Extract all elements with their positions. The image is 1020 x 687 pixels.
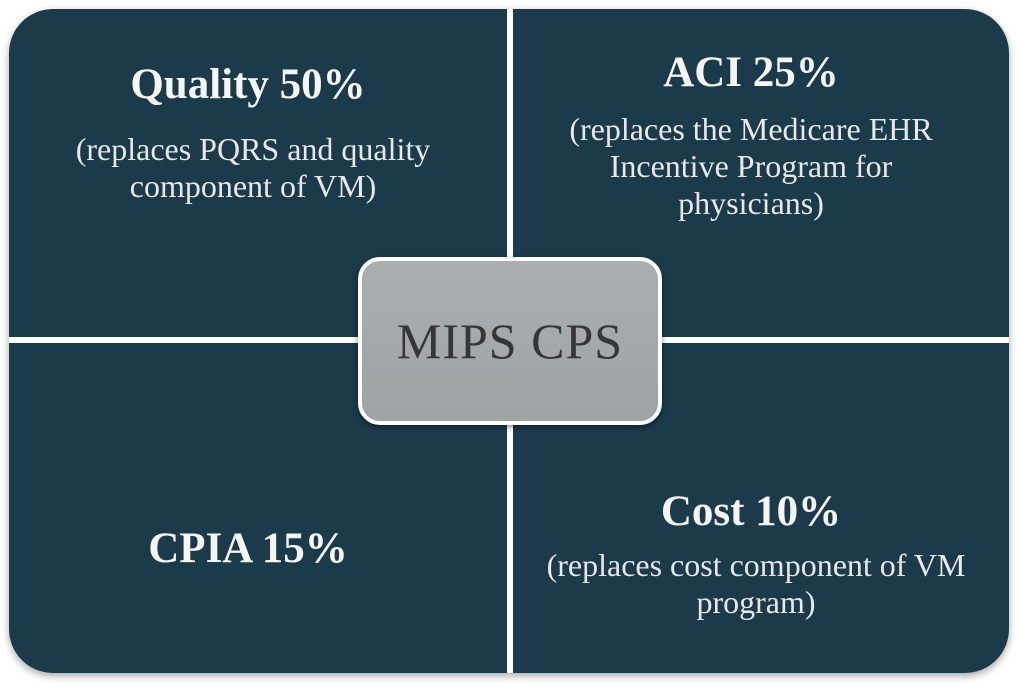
quadrant-aci: ACI 25% (replaces the Medicare EHR Incen…: [513, 9, 1009, 337]
mips-diagram: Quality 50% (replaces PQRS and quality c…: [9, 9, 1009, 673]
center-label: MIPS CPS: [396, 313, 624, 369]
cpia-title: CPIA 15%: [148, 525, 348, 572]
quadrant-cost: Cost 10% (replaces cost component of VM …: [513, 343, 1009, 673]
center-box: MIPS CPS: [358, 257, 662, 425]
cost-title: Cost 10%: [660, 488, 842, 535]
aci-description: (replaces the Medicare EHR Incentive Pro…: [569, 111, 933, 221]
quality-description: (replaces PQRS and quality component of …: [75, 131, 431, 204]
quality-title: Quality 50%: [130, 61, 366, 108]
quadrant-quality: Quality 50% (replaces PQRS and quality c…: [9, 9, 507, 337]
aci-title: ACI 25%: [663, 49, 839, 96]
cost-description: (replaces cost component of VM program): [546, 547, 966, 620]
